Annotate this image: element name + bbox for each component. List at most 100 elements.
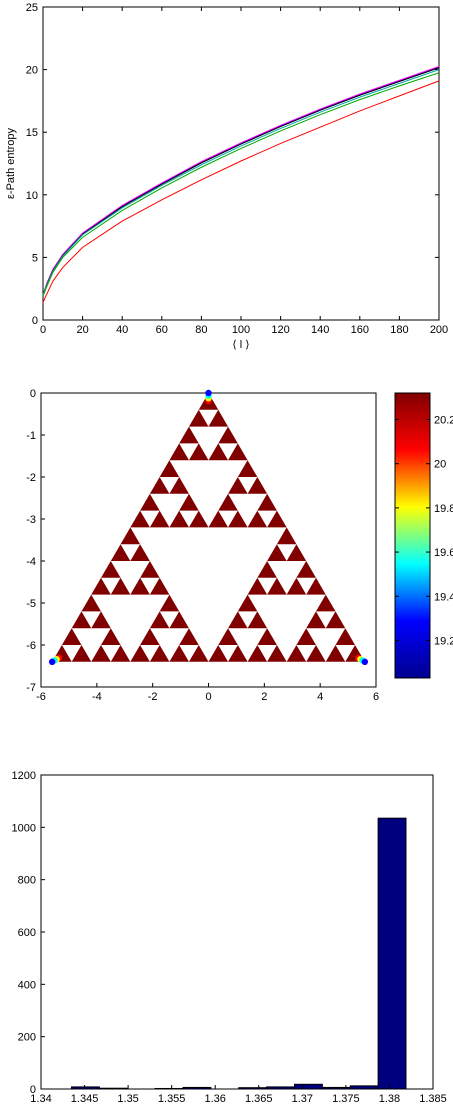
x-tick-label: 80 bbox=[195, 324, 207, 336]
fractal-triangle bbox=[169, 443, 189, 461]
y-tick-label: -7 bbox=[26, 682, 36, 694]
sierpinski-scatter-chart: -6 -4 -2 0 2 4 6 0 -1 -2 -3 -4 -5 -6 -7 19.2 19.4 19.6 19.… bbox=[0, 360, 453, 730]
fractal-triangle bbox=[71, 645, 92, 662]
x-tick-label: 6 bbox=[373, 691, 379, 703]
fractal-triangle bbox=[91, 577, 111, 595]
fractal-triangle bbox=[120, 527, 141, 545]
x-tick-label: 100 bbox=[232, 324, 250, 336]
fractal-triangle bbox=[81, 594, 102, 612]
fractal-triangle bbox=[247, 645, 268, 662]
fractal-triangle bbox=[208, 409, 229, 427]
x-tick-label: 140 bbox=[311, 324, 329, 336]
fractal-triangle bbox=[101, 561, 121, 578]
x-tick-label: 20 bbox=[76, 324, 88, 336]
fractal-triangle bbox=[91, 645, 111, 662]
y-tick-label: 15 bbox=[26, 127, 38, 139]
fractal-triangle bbox=[306, 645, 326, 662]
fractal-triangle bbox=[306, 611, 326, 629]
fractal-triangle bbox=[267, 577, 287, 595]
y-tick-label: -2 bbox=[26, 472, 36, 484]
fractal-triangle bbox=[228, 443, 248, 461]
histogram-bar-chart-svg: 1.34 1.345 1.35 1.355 1.36 1.365 1.37 1.375 1.38… bbox=[12, 770, 447, 1105]
fractal-triangle bbox=[247, 477, 268, 494]
y-tick-label: 0 bbox=[30, 388, 36, 400]
fractal-triangle bbox=[228, 477, 248, 494]
x-tick-label: 180 bbox=[390, 324, 408, 336]
y-axis-label: ε-Path entropy bbox=[5, 128, 17, 199]
fractal-triangle bbox=[237, 460, 258, 477]
colorbar-tick-label: 19.6 bbox=[434, 547, 453, 559]
x-tick-label: 120 bbox=[271, 324, 289, 336]
x-tick-label: 2 bbox=[261, 691, 267, 703]
fractal-triangle bbox=[188, 443, 209, 461]
fractal-triangle bbox=[325, 645, 346, 662]
fractal-triangle bbox=[257, 493, 277, 511]
fractal-triangle bbox=[218, 493, 238, 511]
histogram-bar bbox=[238, 1087, 268, 1090]
fractal-triangle bbox=[267, 544, 287, 561]
fractal-triangle bbox=[179, 628, 199, 645]
corner-point bbox=[205, 389, 212, 397]
x-tick-label: 0 bbox=[40, 324, 46, 336]
plot-area bbox=[40, 774, 434, 1090]
colorbar-tick-label: 19.2 bbox=[434, 635, 453, 647]
x-tick-label: 40 bbox=[116, 324, 128, 336]
fractal-triangle bbox=[169, 611, 189, 629]
x-tick-label: 1.36 bbox=[205, 1093, 226, 1105]
fractal-triangle bbox=[169, 477, 189, 494]
fractal-triangle bbox=[257, 628, 277, 645]
fractal-triangle bbox=[140, 628, 160, 645]
x-tick-label: 0 bbox=[205, 691, 211, 703]
fractal-triangle bbox=[228, 645, 248, 662]
fractal-triangle bbox=[208, 645, 229, 662]
fractal-triangle bbox=[296, 628, 316, 645]
fractal-triangle bbox=[267, 645, 287, 662]
y-tick-label: 400 bbox=[18, 979, 36, 991]
fractal-triangle bbox=[218, 628, 238, 645]
y-tick-label: 0 bbox=[30, 1084, 36, 1096]
histogram-bar bbox=[182, 1086, 212, 1090]
fractal-triangle bbox=[149, 577, 170, 595]
x-tick-label: 1.355 bbox=[158, 1093, 186, 1105]
series-line bbox=[42, 65, 440, 296]
fractal-triangle bbox=[247, 577, 268, 595]
fractal-triangle bbox=[188, 409, 209, 427]
x-tick-label: 200 bbox=[430, 324, 448, 336]
x-tick-label: 1.34 bbox=[30, 1093, 51, 1105]
fractal-triangle bbox=[110, 645, 131, 662]
histogram-bar bbox=[98, 1087, 128, 1090]
histogram-bar bbox=[293, 1083, 323, 1090]
y-tick-label: 5 bbox=[32, 252, 38, 264]
fractal-triangle bbox=[218, 426, 238, 444]
histogram-bar bbox=[70, 1086, 100, 1090]
x-tick-label: 160 bbox=[351, 324, 369, 336]
y-tick-label: -1 bbox=[26, 430, 36, 442]
y-tick-label: 1000 bbox=[12, 822, 36, 834]
colorbar-tick-label: 19.4 bbox=[434, 591, 453, 603]
fractal-triangle bbox=[306, 577, 326, 595]
fractal-triangle bbox=[208, 510, 229, 528]
histogram-bar bbox=[266, 1086, 295, 1090]
y-tick-label: 10 bbox=[26, 190, 38, 202]
y-tick-label: 20 bbox=[26, 65, 38, 77]
fractal-triangle bbox=[91, 611, 111, 629]
fractal-triangle bbox=[247, 611, 268, 629]
fractal-triangle bbox=[130, 544, 150, 561]
plot-area bbox=[42, 6, 440, 321]
fractal-triangle bbox=[188, 510, 209, 528]
y-tick-label: 1200 bbox=[12, 770, 36, 782]
entropy-line-chart: 0 20 40 60 80 100 120 140 160 180 200 0 5 10 15 20 25 ⟨ l… bbox=[0, 0, 453, 360]
colorbar bbox=[394, 392, 431, 679]
fractal-triangle bbox=[247, 510, 268, 528]
histogram-bar bbox=[349, 1085, 379, 1090]
histogram-bar bbox=[377, 817, 407, 1090]
x-tick-label: 1.375 bbox=[332, 1093, 360, 1105]
fractal-triangle bbox=[169, 510, 189, 528]
x-tick-label: -4 bbox=[92, 691, 102, 703]
fractal-triangle bbox=[179, 493, 199, 511]
colorbar-tick-label: 19.8 bbox=[434, 503, 453, 515]
fractal-triangle bbox=[257, 561, 277, 578]
fractal-triangle bbox=[276, 527, 297, 545]
fractal-triangle bbox=[296, 561, 316, 578]
x-tick-label: 1.385 bbox=[419, 1093, 447, 1105]
